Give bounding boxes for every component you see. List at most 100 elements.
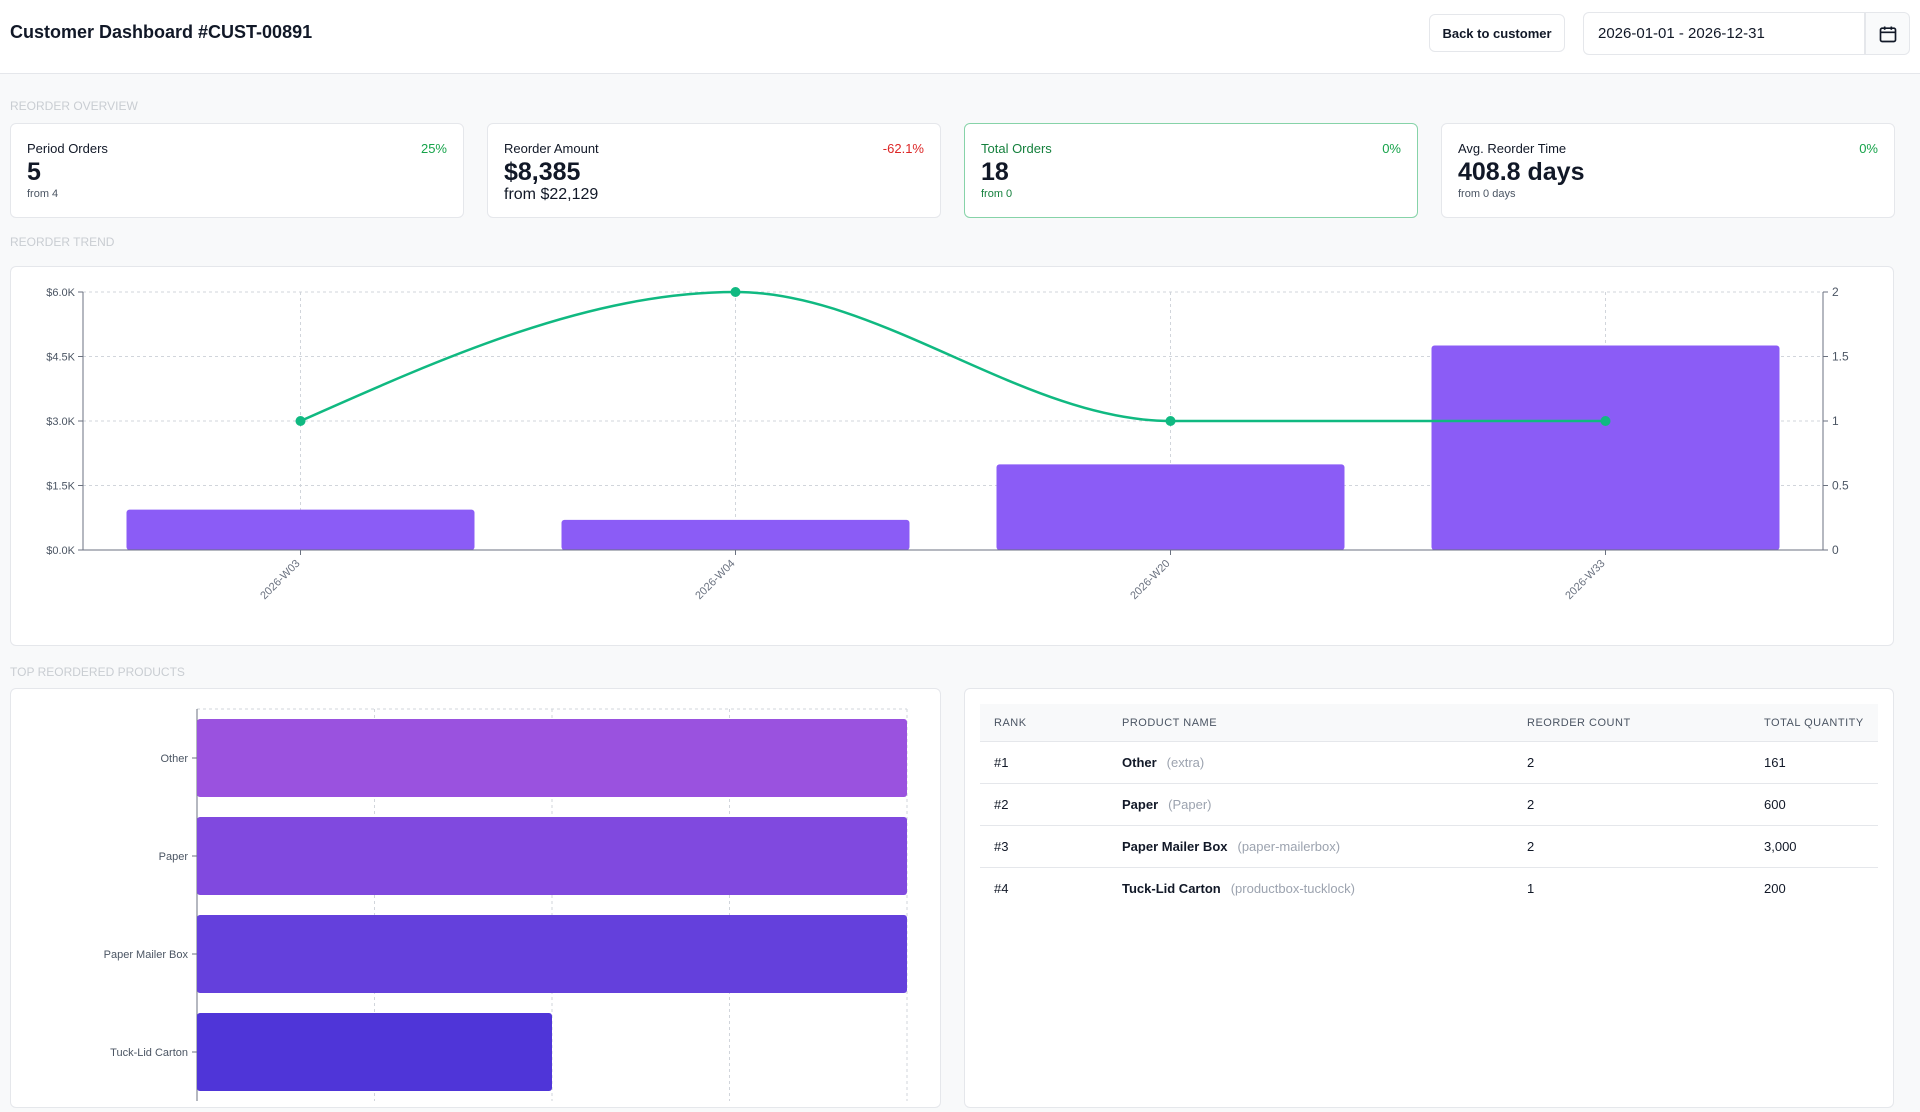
column-header: PRODUCT NAME: [1108, 704, 1513, 742]
x-tick-label: 2026-W03: [258, 558, 302, 602]
kpi-card: Reorder Amount -62.1% $8,385 from $22,129: [487, 123, 941, 218]
section-label: REORDER OVERVIEW: [10, 99, 138, 113]
kpi-change: -62.1%: [882, 141, 924, 156]
kpi-change: 0%: [1859, 141, 1878, 156]
products-table-card: RANK PRODUCT NAME REORDER COUNT TOTAL QUANT…: [964, 688, 1894, 1108]
kpi-change: 0%: [1382, 141, 1401, 156]
kpi-card: Period Orders 25% 5 from 4: [10, 123, 464, 218]
kpi-label: Total Orders: [981, 141, 1052, 156]
line-point: [1165, 416, 1176, 426]
kpi-from: from $22,129: [504, 186, 599, 203]
y-tick-label: $1.5K: [46, 481, 75, 493]
product-cell: Paper (Paper): [1108, 783, 1513, 826]
y-tick-label: $4.5K: [46, 352, 75, 364]
kpi-value: 408.8 days: [1458, 158, 1585, 186]
bar: [197, 817, 907, 895]
quantity-cell: 3,000: [1750, 825, 1878, 868]
column-header: TOTAL QUANTITY: [1750, 704, 1878, 742]
y2-tick-label: 2: [1832, 285, 1839, 299]
kpi-from: from 0 days: [1458, 188, 1516, 200]
bar: [126, 509, 475, 550]
kpi-from: from 0: [981, 188, 1013, 200]
y-tick-label: $0.0K: [46, 545, 75, 557]
product-code: (productbox-tucklock): [1230, 881, 1355, 896]
quantity-cell: 600: [1750, 783, 1878, 826]
table-row: #1 Other (extra) 2 161: [980, 741, 1878, 784]
x-tick-label: 2026-W20: [1128, 558, 1172, 602]
y2-tick-label: 0.5: [1832, 479, 1849, 493]
product-cell: Other (extra): [1108, 741, 1513, 784]
y-tick-label: Paper: [159, 851, 189, 863]
rank-cell: #3: [980, 825, 1108, 868]
line-point: [295, 416, 306, 426]
products-chart: 00.511.52OtherPaperPaper Mailer BoxTuck-…: [104, 708, 910, 1112]
products-chart-card: 00.511.52OtherPaperPaper Mailer BoxTuck-…: [10, 688, 941, 1112]
product-name: Tuck-Lid Carton: [1122, 881, 1221, 896]
quantity-cell: 161: [1750, 741, 1878, 784]
bar: [197, 915, 907, 993]
column-header: RANK: [980, 704, 1108, 742]
line-point: [730, 287, 741, 297]
kpi-from: from 4: [27, 188, 59, 200]
product-cell: Paper Mailer Box (paper-mailerbox): [1108, 825, 1513, 868]
page-title: Customer Dashboard #CUST-00891: [10, 22, 313, 42]
table-row: #2 Paper (Paper) 2 600: [980, 783, 1878, 826]
reorder-count-cell: 2: [1513, 783, 1750, 826]
kpi-value: $8,385: [504, 158, 581, 186]
y2-tick-label: 0: [1832, 543, 1839, 557]
table-header-row: RANK PRODUCT NAME REORDER COUNT TOTAL QUANT…: [980, 704, 1878, 742]
calendar-icon: [1879, 26, 1896, 42]
product-code: (Paper): [1168, 797, 1212, 812]
date-range-input[interactable]: 2026-01-01 - 2026-12-31: [1583, 12, 1865, 55]
product-code: (paper-mailerbox): [1237, 839, 1341, 854]
trend-card: $0.0K $1.5K $3.0K $4.5K $6.0K 0 0.5 1 1.5 2 2026-W…: [10, 266, 1894, 646]
section-label: REORDER TREND: [10, 235, 115, 249]
trend-chart: $0.0K $1.5K $3.0K $4.5K $6.0K 0 0.5 1 1.5 2 2026-W…: [46, 285, 1849, 602]
kpi-label: Avg. Reorder Time: [1458, 141, 1567, 156]
table-row: #3 Paper Mailer Box (paper-mailerbox) 2 3,00…: [980, 825, 1878, 868]
kpi-label: Period Orders: [27, 141, 108, 156]
reorder-count-cell: 2: [1513, 741, 1750, 784]
bar: [197, 1013, 552, 1091]
bar: [561, 519, 910, 550]
rank-cell: #2: [980, 783, 1108, 826]
y2-tick-label: 1.5: [1832, 350, 1849, 364]
calendar-button[interactable]: [1865, 12, 1910, 55]
column-header: REORDER COUNT: [1513, 704, 1750, 742]
line-point: [1600, 416, 1611, 426]
y-tick-label: Other: [160, 753, 188, 765]
x-tick-label: 2026-W33: [1563, 558, 1607, 602]
section-label: TOP REORDERED PRODUCTS: [10, 665, 185, 679]
kpi-card: Avg. Reorder Time 0% 408.8 days from 0 days: [1441, 123, 1895, 218]
x-tick-label: 2026-W04: [693, 558, 737, 602]
bar: [996, 464, 1345, 550]
quantity-cell: 200: [1750, 867, 1878, 909]
y-tick-label: $3.0K: [46, 416, 75, 428]
back-button[interactable]: Back to customer: [1429, 14, 1565, 52]
kpi-card: Total Orders 0% 18 from 0: [964, 123, 1418, 218]
products-table: RANK PRODUCT NAME REORDER COUNT TOTAL QUANT…: [980, 704, 1878, 909]
rank-cell: #1: [980, 741, 1108, 784]
product-cell: Tuck-Lid Carton (productbox-tucklock): [1108, 867, 1513, 909]
y-tick-label: Paper Mailer Box: [104, 949, 189, 961]
reorder-count-cell: 2: [1513, 825, 1750, 868]
top-bar: Customer Dashboard #CUST-00891 Back to c…: [0, 0, 1920, 74]
product-name: Paper: [1122, 797, 1159, 812]
product-name: Other: [1122, 755, 1157, 770]
kpi-value: 18: [981, 158, 1009, 186]
rank-cell: #4: [980, 867, 1108, 909]
y-tick-label: Tuck-Lid Carton: [110, 1047, 188, 1059]
y2-tick-label: 1: [1832, 414, 1839, 428]
kpi-label: Reorder Amount: [504, 141, 599, 156]
bar: [1431, 345, 1780, 550]
y-tick-label: $6.0K: [46, 287, 75, 299]
product-name: Paper Mailer Box: [1122, 839, 1228, 854]
kpi-change: 25%: [420, 141, 447, 156]
bar: [197, 719, 907, 797]
table-row: #4 Tuck-Lid Carton (productbox-tucklock) 1 2…: [980, 867, 1878, 909]
line: [299, 290, 1606, 423]
reorder-count-cell: 1: [1513, 867, 1750, 909]
kpi-value: 5: [27, 158, 41, 186]
product-code: (extra): [1166, 755, 1205, 770]
